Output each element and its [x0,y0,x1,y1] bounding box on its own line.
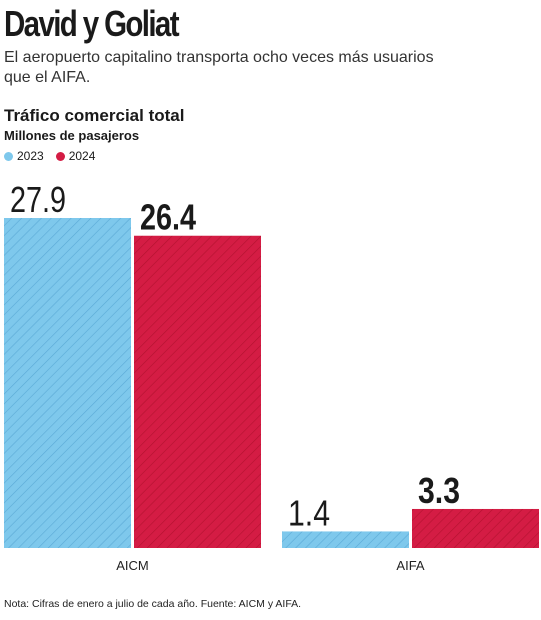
chart-title-main: David y Goliat [4,3,180,44]
legend-swatch-2024 [55,151,65,161]
legend-swatch-2023 [4,151,13,161]
chart-subtitle: El aeropuerto capitalino transporta ocho… [4,49,434,86]
category-label-aifa: AIFA [396,558,425,573]
legend-label-2024: 2024 [68,149,96,163]
chart-heading: Tráfico comercial total [4,106,185,125]
category-labels-group: AICM AIFA [116,558,425,573]
bar-aicm-2024 [134,235,261,548]
legend-label-2023: 2023 [17,149,44,163]
value-label-aifa-2024: 3.3 [418,470,460,511]
bar-aicm-2023 [4,218,131,548]
bar-aifa-2024 [412,508,539,548]
bar-chart: 27.9 26.4 1.4 3.3 AICM AIFA [4,179,539,573]
bar-aifa-2023 [282,531,409,548]
source-note: Nota: Cifras de enero a julio de cada añ… [4,598,302,610]
y-axis-units-label: Millones de pasajeros [4,128,140,143]
bars-group [4,218,539,548]
value-labels-group: 27.9 26.4 1.4 3.3 [10,179,460,533]
value-label-aicm-2024: 26.4 [140,197,196,238]
category-label-aicm: AICM [116,558,149,573]
legend: 2023 2024 [4,149,95,163]
legend-item-2024: 2024 [55,149,96,163]
legend-item-2023: 2023 [4,149,44,163]
value-label-aicm-2023: 27.9 [10,179,66,220]
value-label-aifa-2023: 1.4 [288,492,330,533]
